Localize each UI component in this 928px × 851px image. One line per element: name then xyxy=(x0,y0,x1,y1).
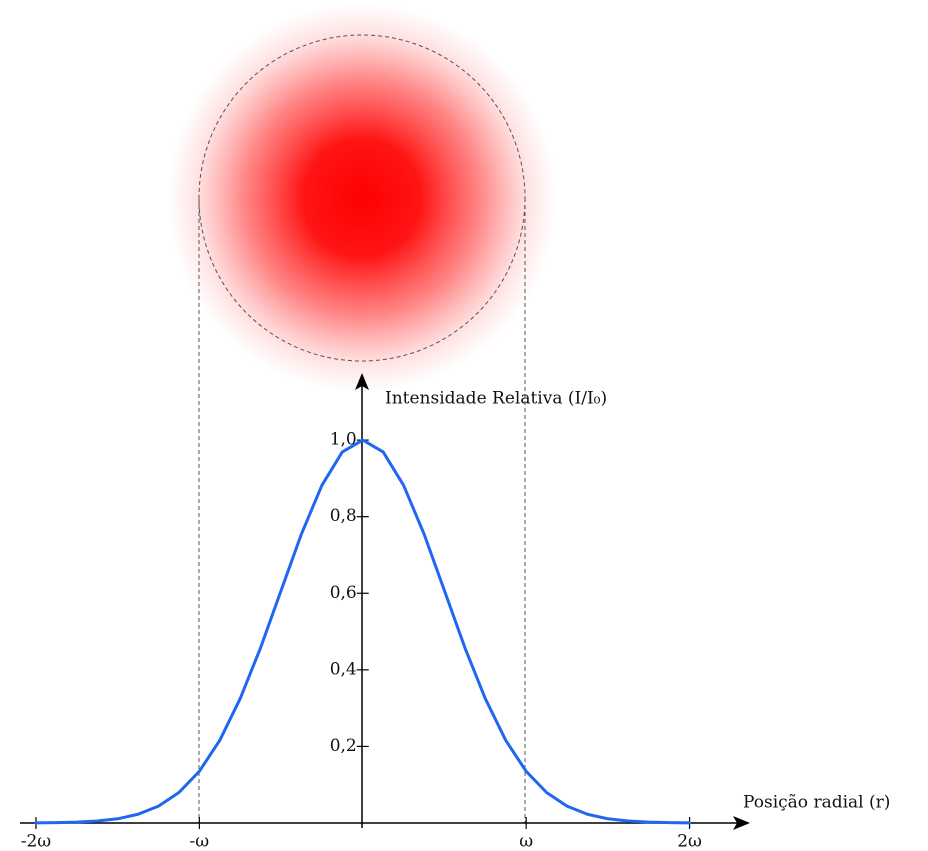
y-axis-label: Intensidade Relativa (I/I₀) xyxy=(385,389,607,409)
x-tick-label: -ω xyxy=(190,832,210,851)
page: {"chart_data": { "type": "line", "x_labe… xyxy=(0,0,928,851)
chart: Posição radial (r) Intensidade Relativa … xyxy=(0,0,928,851)
x-tick-label: ω xyxy=(519,832,533,851)
beam-spot xyxy=(167,3,557,393)
y-tick-label: 0,8 xyxy=(330,506,357,526)
x-tick-label: 2ω xyxy=(677,832,702,851)
x-tick-label: -2ω xyxy=(21,832,52,851)
y-tick-label: 0,4 xyxy=(330,659,357,679)
x-axis-label: Posição radial (r) xyxy=(743,793,890,813)
y-tick-label: 0,6 xyxy=(330,583,357,603)
y-tick-label: 0,2 xyxy=(330,736,357,756)
